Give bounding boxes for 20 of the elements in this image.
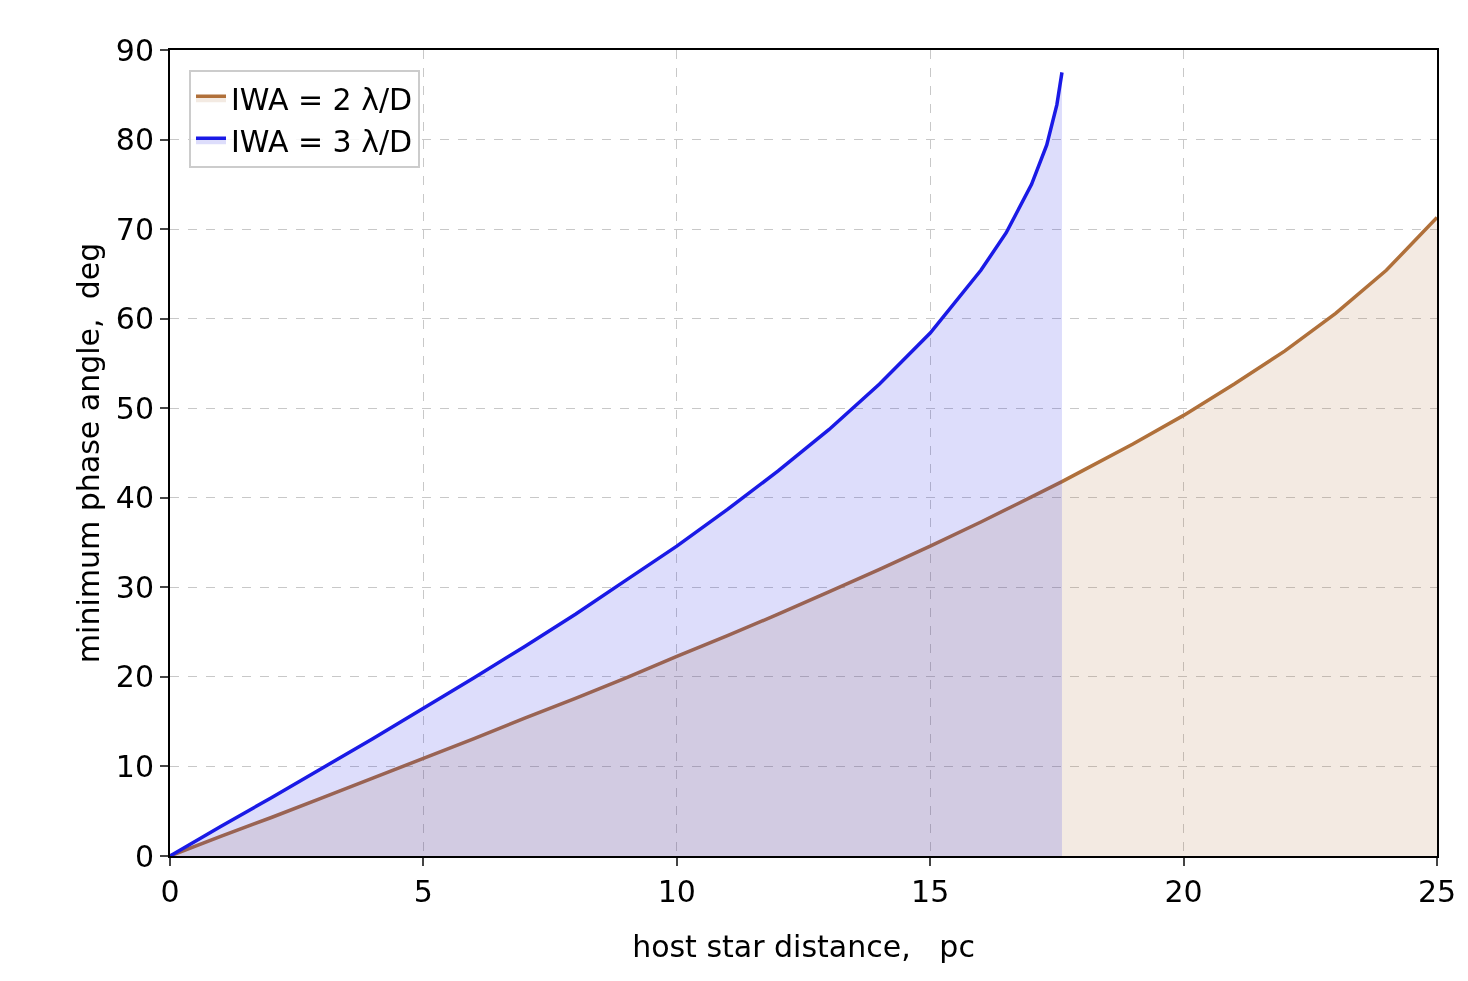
y-tick-label: 40 <box>115 480 154 516</box>
x-tick-label: 5 <box>413 874 433 909</box>
y-tick-label: 80 <box>115 122 154 158</box>
y-tick-label: 50 <box>115 390 154 426</box>
x-tick-label: 20 <box>1164 874 1203 909</box>
y-tick-label: 90 <box>115 32 154 68</box>
legend-label: IWA = 3 λ/D <box>231 123 413 159</box>
x-axis-title: host star distance, pc <box>632 929 975 964</box>
y-tick-label: 10 <box>115 748 154 784</box>
y-tick-label: 0 <box>134 838 154 874</box>
x-tick-label: 25 <box>1417 874 1457 909</box>
legend-label: IWA = 2 λ/D <box>231 81 413 117</box>
y-tick-label: 20 <box>115 659 154 695</box>
y-tick-label: 60 <box>115 301 154 337</box>
x-tick-label: 0 <box>160 874 180 909</box>
y-tick-label: 70 <box>115 211 154 247</box>
y-tick-label: 30 <box>115 569 154 605</box>
y-axis-title: minimum phase angle, deg <box>71 242 106 664</box>
x-tick-label: 15 <box>911 874 950 909</box>
x-tick-label: 10 <box>657 874 696 909</box>
